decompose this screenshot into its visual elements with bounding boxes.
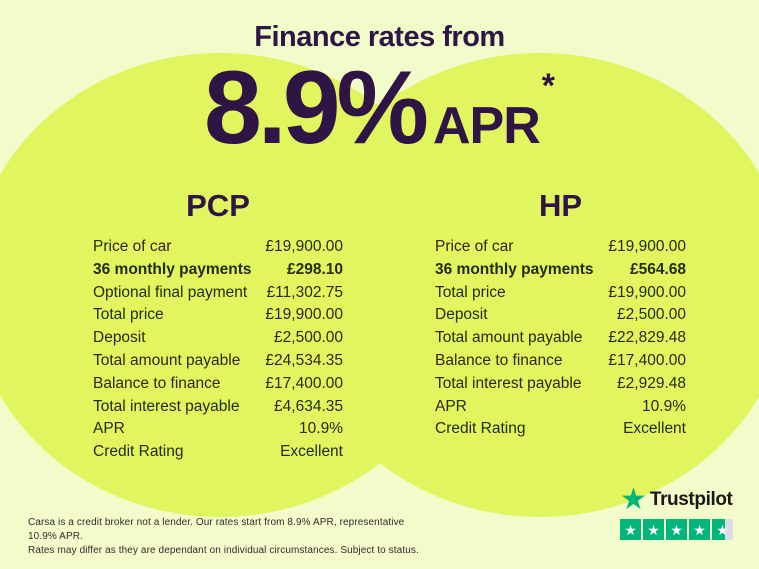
row-value: 10.9% (642, 397, 686, 415)
pcp-table-title: PCP (186, 188, 250, 223)
row-label: Optional final payment (93, 283, 248, 301)
apr-asterisk: * (541, 67, 556, 105)
table-row: Credit Rating Excellent (435, 418, 686, 441)
star-icon: ★ (670, 521, 683, 538)
row-label: Deposit (93, 329, 146, 347)
table-row: Total amount payable £24,534.35 (93, 350, 343, 373)
row-value: £11,302.75 (266, 283, 343, 301)
row-label: APR (435, 397, 467, 415)
star-icon: ★ (624, 521, 637, 538)
row-value: 10.9% (299, 420, 343, 438)
row-value: £298.10 (286, 260, 343, 278)
table-row: Price of car £19,900.00 (435, 236, 686, 259)
row-label: Price of car (93, 238, 172, 255)
trustpilot-widget[interactable]: ★ Trustpilot ★ ★ ★ ★ ★ (620, 483, 740, 540)
row-label: Balance to finance (93, 374, 221, 392)
table-row: Total price £19,900.00 (435, 282, 686, 305)
table-row: Deposit £2,500.00 (435, 304, 686, 327)
row-value: £17,400.00 (608, 351, 686, 369)
row-value: £19,900.00 (608, 283, 686, 301)
row-value: Excellent (280, 443, 343, 461)
row-label: Total price (435, 283, 506, 301)
row-value: £2,500.00 (274, 329, 343, 347)
row-value: £19,900.00 (265, 238, 343, 255)
row-label: Price of car (435, 238, 514, 255)
row-value: £24,534.35 (265, 351, 343, 369)
row-label: Balance to finance (435, 351, 563, 369)
row-label: Total amount payable (93, 351, 241, 369)
table-row: 36 monthly payments £564.68 (435, 259, 686, 282)
star-icon: ★ (647, 521, 660, 538)
table-row: Total interest payable £2,929.48 (435, 373, 686, 396)
table-row: Total interest payable £4,634.35 (93, 396, 343, 419)
row-label: Deposit (435, 306, 488, 324)
table-row: Optional final payment £11,302.75 (93, 282, 343, 305)
trustpilot-logo: ★ Trustpilot (620, 483, 740, 516)
star-icon: ★ (716, 521, 729, 538)
table-row: Credit Rating Excellent (93, 441, 343, 464)
table-row: Deposit £2,500.00 (93, 327, 343, 350)
row-value: £22,829.48 (608, 329, 686, 347)
row-label: Total interest payable (435, 374, 582, 392)
rating-star-box: ★ (689, 519, 710, 540)
table-row: Balance to finance £17,400.00 (435, 350, 686, 373)
row-value: £4,634.35 (274, 397, 343, 415)
rating-star-box-half: ★ (712, 519, 733, 540)
table-row: APR 10.9% (93, 418, 343, 441)
disclaimer-line-1: Carsa is a credit broker not a lender. O… (28, 517, 405, 542)
disclaimer: Carsa is a credit broker not a lender. O… (28, 516, 428, 558)
row-value: £19,900.00 (608, 238, 686, 255)
table-row: Total amount payable £22,829.48 (435, 327, 686, 350)
row-value: £19,900.00 (265, 306, 343, 324)
row-label: Total interest payable (93, 397, 240, 415)
headline: Finance rates from (254, 21, 505, 53)
apr-rate-value: 8.9% (203, 50, 429, 166)
rating-star-box: ★ (666, 519, 687, 540)
trustpilot-rating-stars: ★ ★ ★ ★ ★ (620, 519, 740, 540)
disclaimer-line-2: Rates may differ as they are dependant o… (28, 545, 419, 556)
apr-rate-line: 8.9% APR* (0, 56, 759, 160)
row-label: APR (93, 420, 125, 438)
row-label: Total amount payable (435, 329, 583, 347)
table-row: Total price £19,900.00 (93, 304, 343, 327)
trustpilot-logo-text: Trustpilot (649, 489, 733, 510)
row-value: £2,929.48 (617, 374, 686, 392)
star-icon: ★ (693, 521, 706, 538)
table-row: Balance to finance £17,400.00 (93, 373, 343, 396)
table-row: 36 monthly payments £298.10 (93, 259, 343, 282)
background-circle-right (290, 53, 759, 517)
row-label: 36 monthly payments (93, 260, 252, 278)
rating-star-box: ★ (643, 519, 664, 540)
row-label: Credit Rating (435, 420, 526, 438)
hp-table-title: HP (538, 188, 583, 223)
row-label: Total price (93, 306, 164, 324)
row-label: 36 monthly payments (435, 260, 594, 278)
row-value: £564.68 (629, 260, 686, 278)
row-value: £17,400.00 (265, 374, 343, 392)
row-value: £2,500.00 (617, 306, 686, 324)
rating-star-box: ★ (620, 519, 641, 540)
table-row: Price of car £19,900.00 (93, 236, 343, 259)
row-value: Excellent (623, 420, 686, 438)
row-label: Credit Rating (93, 443, 184, 461)
trustpilot-star-icon: ★ (620, 483, 647, 516)
pcp-table: PCP Price of car £19,900.00 36 monthly p… (93, 189, 343, 464)
apr-label: APR (433, 97, 541, 155)
hp-table: HP Price of car £19,900.00 36 monthly pa… (435, 189, 686, 441)
table-row: APR 10.9% (435, 396, 686, 419)
